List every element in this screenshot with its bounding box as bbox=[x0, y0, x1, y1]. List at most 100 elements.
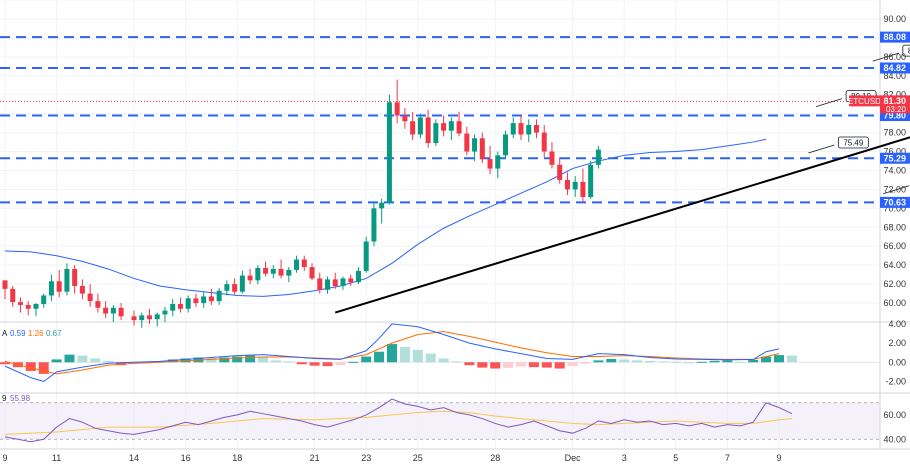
candle-body bbox=[495, 155, 501, 169]
candle-body bbox=[232, 284, 238, 292]
macd-histogram-bar bbox=[735, 361, 746, 363]
macd-histogram-bar bbox=[722, 360, 733, 363]
macd-histogram-bar bbox=[206, 357, 217, 363]
candle-body bbox=[448, 121, 454, 131]
rsi-line bbox=[4, 398, 793, 443]
candle-body bbox=[131, 316, 137, 321]
candle-body bbox=[410, 121, 416, 135]
candle-body bbox=[224, 284, 230, 291]
macd-histogram-bar bbox=[528, 362, 539, 368]
callout-label: 84.87 bbox=[908, 47, 910, 56]
rsi-band bbox=[0, 402, 880, 440]
candle-body bbox=[263, 268, 269, 274]
candle-body bbox=[572, 181, 578, 190]
price-tick-label: 78.00 bbox=[883, 128, 906, 138]
price-tag[interactable] bbox=[880, 95, 910, 114]
macd-histogram-bar bbox=[0, 362, 10, 365]
time-tick-label: 9 bbox=[2, 453, 7, 463]
candle-body bbox=[185, 298, 191, 309]
candle-body bbox=[394, 102, 400, 116]
candle-body bbox=[526, 125, 532, 135]
callout-box[interactable] bbox=[902, 44, 910, 57]
macd-histogram-bar bbox=[541, 362, 552, 368]
candle-body bbox=[2, 280, 8, 289]
macd-panel bbox=[0, 323, 880, 383]
candle-body bbox=[580, 181, 586, 197]
macd-histogram-bar bbox=[567, 362, 578, 367]
level-tag[interactable] bbox=[880, 196, 910, 208]
rsi-legend-value: 55.98 bbox=[10, 394, 31, 403]
candle-body bbox=[95, 301, 101, 308]
macd-histogram-bar bbox=[645, 360, 655, 363]
countdown-label: 03:20 bbox=[886, 105, 907, 114]
candle-body bbox=[110, 307, 116, 314]
macd-signal-line bbox=[4, 331, 780, 375]
macd-histogram-bar bbox=[348, 361, 359, 363]
candle-body bbox=[87, 293, 93, 302]
candle-body bbox=[64, 268, 70, 292]
macd-histogram-bar bbox=[438, 358, 449, 363]
candle-body bbox=[239, 275, 245, 292]
level-tag[interactable] bbox=[880, 31, 910, 43]
callout-leader bbox=[808, 144, 835, 154]
candle-body bbox=[325, 279, 330, 290]
macd-histogram-bar bbox=[516, 362, 526, 367]
candle-body bbox=[386, 102, 392, 203]
rsi-legend-title: 9 bbox=[2, 394, 7, 403]
time-tick-label: 16 bbox=[181, 453, 191, 463]
callout-label: 75.49 bbox=[843, 139, 864, 148]
price-tick-label: 76.00 bbox=[883, 147, 906, 157]
macd-histogram-bar bbox=[619, 359, 630, 363]
callout-leader bbox=[815, 98, 843, 107]
horizontal-levels[interactable] bbox=[0, 36, 880, 204]
candle-body bbox=[557, 164, 563, 180]
time-axis[interactable]: 9 11 14 16 18 21 23 25 28 Dec 3 5 7 9 bbox=[2, 453, 781, 463]
time-tick-label: 23 bbox=[361, 453, 371, 463]
macd-histogram-bar bbox=[387, 344, 397, 363]
macd-histogram-bar bbox=[580, 362, 591, 364]
callout-box[interactable] bbox=[837, 136, 869, 149]
candle-body bbox=[588, 164, 594, 197]
candle-body bbox=[286, 269, 292, 276]
candle-body bbox=[103, 307, 109, 314]
price-tick-label: 70.00 bbox=[883, 203, 906, 213]
macd-tick-label: 4.00 bbox=[888, 319, 906, 329]
candle-body bbox=[441, 123, 447, 131]
symbol-tag-label: ETCUSD bbox=[848, 97, 881, 106]
rsi-tick-label: 60.00 bbox=[883, 410, 906, 420]
candle-body bbox=[216, 290, 222, 302]
level-tag-label: 84.82 bbox=[883, 63, 906, 73]
trendline-group[interactable] bbox=[334, 127, 910, 314]
candle-body bbox=[379, 202, 385, 209]
macd-histogram-bar bbox=[670, 361, 681, 363]
candle-body bbox=[177, 304, 183, 309]
level-tag[interactable] bbox=[880, 110, 910, 122]
level-tag-label: 88.08 bbox=[883, 32, 906, 42]
macd-histogram-bar bbox=[90, 358, 101, 363]
macd-histogram-bar bbox=[322, 362, 333, 367]
macd-histogram-bar bbox=[309, 362, 320, 366]
candle-body bbox=[518, 123, 524, 135]
time-tick-label: 14 bbox=[129, 453, 139, 463]
time-tick-label: 25 bbox=[413, 453, 423, 463]
symbol-tag[interactable] bbox=[849, 95, 880, 107]
price-tick-label: 90.00 bbox=[883, 14, 906, 24]
price-axis[interactable]: 60.00 62.00 64.00 66.00 68.00 70.00 72.00 74.00… bbox=[848, 14, 910, 444]
macd-histogram-bar bbox=[412, 349, 423, 363]
level-tag[interactable] bbox=[880, 152, 910, 164]
level-tag-label: 79.80 bbox=[883, 111, 906, 121]
macd-histogram-bar bbox=[683, 362, 694, 364]
macd-histogram-bar bbox=[64, 354, 75, 363]
candle-body bbox=[363, 241, 369, 271]
macd-histogram-bar bbox=[270, 360, 281, 363]
moving-average bbox=[4, 138, 767, 297]
candle-body bbox=[72, 268, 78, 287]
time-tick-label: 21 bbox=[310, 453, 320, 463]
candles bbox=[2, 79, 601, 328]
macd-histogram-bar bbox=[451, 361, 462, 363]
candle-body bbox=[533, 125, 539, 133]
macd-histogram-bar bbox=[258, 357, 268, 363]
trendline[interactable] bbox=[334, 127, 910, 314]
level-tag[interactable] bbox=[880, 62, 910, 74]
